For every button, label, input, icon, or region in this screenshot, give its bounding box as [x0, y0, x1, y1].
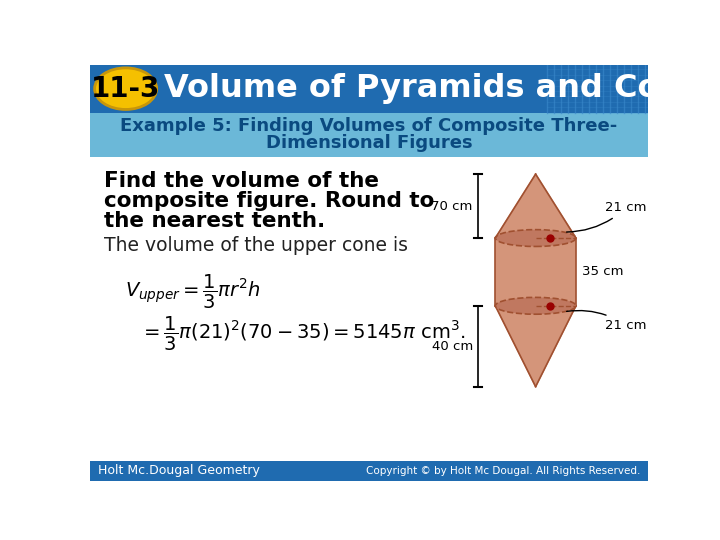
Text: 70 cm: 70 cm [431, 200, 473, 213]
Polygon shape [495, 238, 576, 306]
Text: Holt Mc.Dougal Geometry: Holt Mc.Dougal Geometry [98, 464, 260, 477]
Ellipse shape [94, 68, 157, 110]
Polygon shape [495, 306, 576, 387]
Text: $= \dfrac{1}{3}\pi(21)^2(70 - 35) = 5145\pi\ \mathrm{cm}^3.$: $= \dfrac{1}{3}\pi(21)^2(70 - 35) = 5145… [140, 315, 466, 353]
Text: 40 cm: 40 cm [431, 340, 473, 353]
Text: Example 5: Finding Volumes of Composite Three-: Example 5: Finding Volumes of Composite … [120, 117, 618, 136]
Text: the nearest tenth.: the nearest tenth. [104, 211, 325, 231]
Text: 11-3: 11-3 [91, 75, 161, 103]
Text: Copyright © by Holt Mc Dougal. All Rights Reserved.: Copyright © by Holt Mc Dougal. All Right… [366, 465, 640, 476]
Bar [90, 112, 648, 157]
Text: Volume of Pyramids and Cones: Volume of Pyramids and Cones [164, 73, 720, 104]
Text: 21 cm: 21 cm [567, 310, 647, 332]
Text: composite figure. Round to: composite figure. Round to [104, 191, 434, 211]
Text: 35 cm: 35 cm [582, 266, 624, 279]
Ellipse shape [495, 298, 576, 314]
Text: $V_{upper} = \dfrac{1}{3}\pi r^2 h$: $V_{upper} = \dfrac{1}{3}\pi r^2 h$ [125, 273, 261, 311]
Text: 21 cm: 21 cm [567, 201, 647, 232]
Bar [90, 461, 648, 481]
Bar [90, 65, 648, 112]
Polygon shape [495, 174, 576, 238]
Text: The volume of the upper cone is: The volume of the upper cone is [104, 236, 408, 255]
Text: Dimensional Figures: Dimensional Figures [266, 134, 472, 152]
Text: Find the volume of the: Find the volume of the [104, 171, 379, 191]
Ellipse shape [495, 230, 576, 246]
